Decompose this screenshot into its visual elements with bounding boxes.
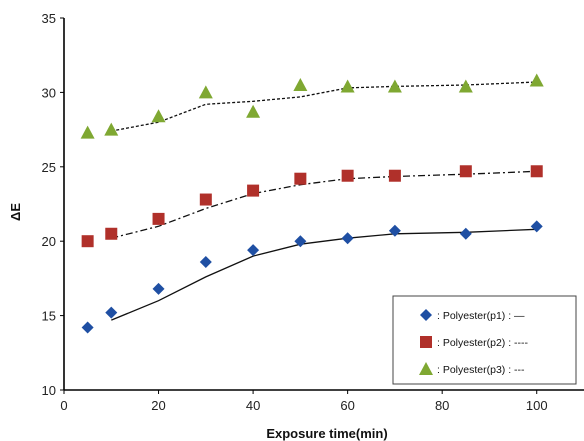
data-markers: [80, 73, 544, 334]
data-point-diamond: [199, 256, 212, 269]
data-point-triangle: [387, 79, 402, 93]
legend-marker-diamond: [420, 309, 432, 321]
data-point-diamond: [105, 306, 118, 319]
data-point-triangle: [529, 73, 544, 87]
data-point-square: [388, 169, 401, 182]
data-point-diamond: [388, 224, 401, 237]
data-point-diamond: [247, 244, 260, 257]
data-point-square: [152, 212, 165, 225]
legend-marker-triangle: [419, 362, 433, 375]
legend-marker-square: [420, 336, 432, 348]
x-tick-label: 80: [435, 398, 449, 413]
data-point-square: [247, 184, 260, 197]
data-point-diamond: [294, 235, 307, 248]
data-point-diamond: [81, 321, 94, 334]
y-tick-label: 30: [42, 85, 56, 100]
data-point-diamond: [530, 220, 543, 233]
data-point-square: [105, 227, 118, 240]
x-tick-label: 0: [60, 398, 67, 413]
y-tick-label: 35: [42, 11, 56, 26]
x-axis-label: Exposure time(min): [266, 426, 387, 441]
fit-line-polyester-p3: [111, 81, 537, 132]
data-point-diamond: [341, 232, 354, 245]
data-point-triangle: [246, 104, 261, 118]
data-point-triangle: [293, 77, 308, 91]
y-tick-label: 20: [42, 234, 56, 249]
data-point-triangle: [80, 125, 95, 139]
data-point-square: [341, 169, 354, 182]
y-tick-label: 10: [42, 383, 56, 398]
x-tick-label: 20: [151, 398, 165, 413]
data-point-triangle: [104, 122, 119, 136]
fit-lines: [111, 81, 537, 321]
data-point-triangle: [458, 79, 473, 93]
data-point-triangle: [340, 79, 355, 93]
y-axis-label: ΔE: [8, 203, 23, 221]
legend: : Polyester(p1) : — : Polyester(p2) : ---…: [392, 295, 577, 385]
data-point-square: [459, 165, 472, 178]
data-point-square: [530, 165, 543, 178]
legend-label: : Polyester(p3) : ---: [437, 364, 525, 376]
x-tick-label: 40: [246, 398, 260, 413]
data-point-diamond: [459, 227, 472, 240]
fit-line-polyester-p2: [111, 170, 537, 239]
data-point-square: [81, 235, 94, 248]
y-axis-ticks: 10 15 20 25 30 35: [42, 11, 64, 398]
legend-label: : Polyester(p1) : —: [437, 310, 525, 322]
y-tick-label: 15: [42, 309, 56, 324]
y-tick-label: 25: [42, 160, 56, 175]
data-point-square: [199, 193, 212, 206]
x-axis-ticks: 0 20 40 60 80 100: [60, 390, 548, 413]
x-tick-label: 100: [526, 398, 548, 413]
legend-label: : Polyester(p2) : ----: [437, 337, 529, 349]
data-point-triangle: [151, 109, 166, 123]
x-tick-label: 60: [340, 398, 354, 413]
data-point-triangle: [198, 85, 213, 99]
data-point-diamond: [152, 282, 165, 295]
data-point-square: [294, 172, 307, 185]
